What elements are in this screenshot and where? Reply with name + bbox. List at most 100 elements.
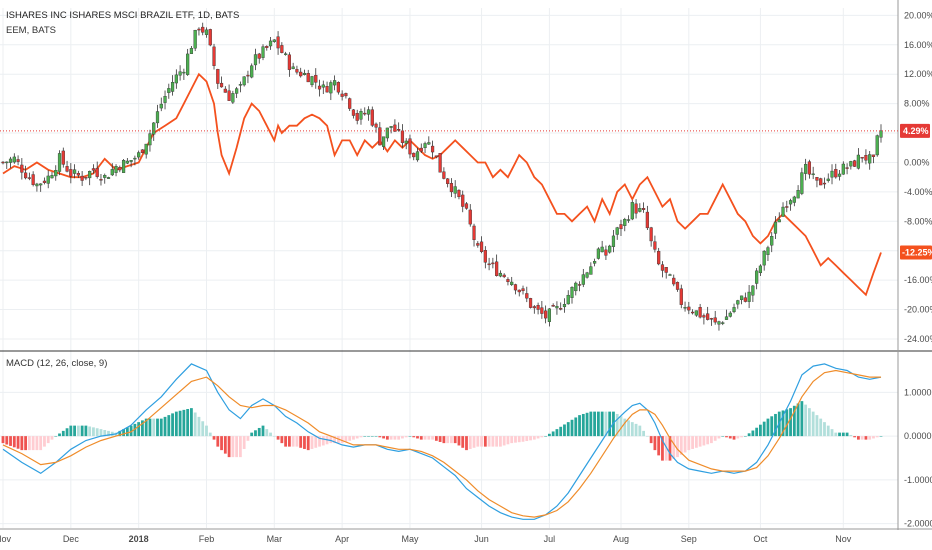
candle-body [713, 317, 717, 323]
candle-body [434, 155, 438, 158]
candle-body [683, 307, 687, 309]
compare-legend[interactable]: EEM, BATS [6, 25, 56, 36]
candle-body [668, 274, 672, 276]
macd-histogram-bar [393, 436, 397, 440]
macd-histogram-bar [20, 436, 24, 451]
macd-histogram-bar [167, 415, 171, 437]
macd-histogram-bar [860, 436, 864, 440]
candle-body [325, 86, 329, 93]
macd-y-tick-label: 0.0000 [904, 431, 932, 441]
y-tick-label: -20.00% [904, 305, 932, 315]
candle-body [736, 300, 740, 305]
candle-body [118, 167, 122, 171]
macd-histogram-bar [1, 436, 5, 444]
candle-body [830, 170, 834, 178]
candle-body [404, 140, 408, 144]
candle-body [61, 150, 65, 165]
chart-title: ISHARES INC ISHARES MSCI BRAZIL ETF, 1D,… [6, 10, 239, 21]
macd-histogram-bar [24, 436, 28, 451]
macd-histogram-bar [676, 436, 679, 458]
candle-body [577, 284, 582, 286]
candle-body [853, 160, 857, 167]
y-tick-label: 8.00% [904, 99, 930, 109]
macd-histogram-bar [875, 436, 879, 438]
x-tick-label: Nov [0, 534, 11, 544]
candle-body [476, 243, 480, 246]
candle-body [76, 172, 80, 176]
macd-histogram-bar [137, 422, 141, 437]
macd-histogram-bar [728, 436, 732, 439]
y-tick-label: 12.00% [904, 69, 932, 79]
macd-histogram-bar [95, 428, 99, 437]
macd-histogram-bar [796, 403, 800, 437]
candle-body [739, 295, 744, 300]
macd-histogram-bar [65, 428, 69, 437]
candle-body [461, 194, 465, 207]
macd-histogram-bar [634, 423, 638, 437]
candle-body [317, 85, 322, 90]
candle-body [427, 142, 431, 145]
macd-histogram-bar [171, 413, 174, 437]
macd-histogram-bar [691, 436, 694, 449]
macd-histogram-bar [423, 436, 427, 440]
macd-histogram-bar [133, 423, 137, 437]
candle-body [623, 219, 627, 226]
candle-body [366, 109, 371, 115]
macd-histogram-bar [600, 411, 604, 437]
macd-histogram-bar [265, 429, 269, 437]
macd-histogram-bar [73, 425, 76, 437]
candle-body [864, 155, 868, 161]
macd-histogram-bar [92, 427, 95, 437]
candle-body [152, 122, 156, 135]
candle-body [284, 53, 288, 55]
candle-body [649, 227, 653, 242]
candle-body [521, 288, 525, 292]
macd-histogram-bar [547, 433, 551, 437]
macd-histogram-bar [766, 418, 770, 437]
macd-histogram-bar [156, 418, 159, 437]
macd-histogram-bar [834, 432, 838, 437]
macd-histogram-bar [725, 436, 728, 438]
candle-body [762, 250, 766, 266]
candle-body [54, 170, 58, 177]
candle-body [336, 82, 340, 93]
candle-body [280, 45, 284, 53]
candle-body [16, 159, 20, 162]
macd-histogram-bar [61, 430, 65, 437]
candle-body [219, 82, 224, 88]
candle-body [125, 160, 129, 164]
macd-histogram-bar [642, 430, 646, 437]
candle-body [193, 29, 197, 49]
candle-body [732, 307, 736, 313]
macd-histogram-bar [864, 436, 868, 440]
candle-body [253, 54, 258, 66]
macd-histogram-bar [657, 436, 661, 456]
y-tick-label: -4.00% [904, 187, 932, 197]
candle-body [502, 274, 506, 278]
macd-histogram-bar [736, 436, 740, 439]
macd-histogram-bar [713, 436, 717, 441]
candle-body [487, 263, 491, 266]
candle-body [65, 166, 69, 172]
macd-legend[interactable]: MACD (12, 26, close, 9) [6, 358, 107, 369]
candle-body [611, 235, 616, 247]
candle-body [498, 272, 503, 277]
candle-body [276, 36, 280, 49]
candle-body [788, 200, 793, 205]
candle-body [585, 272, 589, 278]
macd-histogram-bar [770, 416, 774, 437]
candle-body [721, 322, 725, 324]
candle-body [536, 305, 540, 310]
macd-histogram-bar [212, 436, 216, 440]
candle-body [235, 88, 239, 94]
candle-body [758, 265, 763, 274]
candle-series-layer [1, 22, 883, 331]
macd-histogram-bar [107, 430, 110, 437]
candle-body [419, 147, 423, 152]
macd-histogram-bar [159, 418, 163, 437]
macd-histogram-bar [163, 416, 167, 437]
macd-histogram-bar [581, 413, 585, 437]
macd-histogram-bar [352, 436, 355, 440]
candle-body [570, 286, 574, 298]
